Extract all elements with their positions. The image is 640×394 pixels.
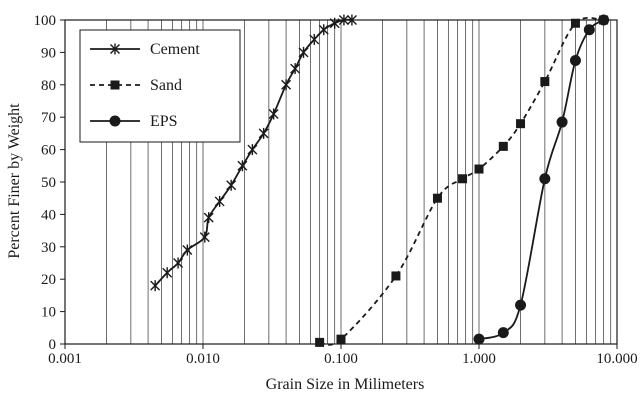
legend-label: Cement: [150, 41, 200, 58]
data-point-square: [432, 193, 442, 203]
legend-item-cement: Cement: [90, 41, 200, 58]
data-point-asterisk: [214, 195, 225, 207]
data-point-square: [391, 271, 401, 281]
data-point-circle: [583, 24, 595, 36]
data-point-asterisk: [203, 212, 214, 224]
series-layer: [150, 14, 610, 347]
data-point-circle: [556, 116, 568, 128]
x-tick-label: 0.010: [186, 351, 220, 367]
data-point-circle: [569, 55, 581, 66]
x-tick-label: 10.000: [596, 351, 637, 367]
data-point-square: [315, 337, 325, 347]
legend-item-sand: Sand: [90, 77, 182, 94]
series-eps: [473, 14, 610, 345]
data-point-asterisk: [182, 244, 193, 256]
y-tick-label: 20: [41, 272, 56, 288]
legend: Cement Sand EPS: [79, 29, 241, 143]
data-point-asterisk: [258, 127, 269, 139]
x-axis-title: Grain Size in Milimeters: [266, 376, 425, 393]
data-point-asterisk: [237, 160, 248, 172]
data-point-circle: [473, 333, 485, 345]
y-tick-label: 60: [41, 143, 56, 159]
data-point-asterisk: [110, 43, 120, 55]
legend-item-eps: EPS: [90, 113, 178, 130]
data-point-square: [540, 77, 550, 87]
data-point-circle: [539, 173, 551, 185]
y-axis-title: Percent Finer by Weight: [6, 103, 23, 259]
y-tick-label: 10: [41, 305, 56, 321]
data-point-square: [458, 174, 468, 184]
data-point-asterisk: [173, 257, 184, 269]
data-point-asterisk: [226, 179, 237, 191]
data-point-asterisk: [346, 14, 357, 26]
data-point-square: [570, 18, 580, 28]
series-cement: [150, 14, 357, 292]
data-point-square: [110, 80, 120, 90]
data-point-asterisk: [199, 231, 210, 243]
data-point-asterisk: [268, 108, 279, 120]
data-point-square: [498, 141, 508, 151]
y-tick-label: 0: [49, 337, 57, 353]
data-point-circle: [497, 327, 509, 339]
y-tick-label: 90: [41, 45, 56, 61]
series-sand: [315, 15, 609, 347]
data-point-asterisk: [298, 46, 309, 58]
data-point-asterisk: [281, 79, 292, 91]
data-point-circle: [109, 115, 121, 127]
data-point-square: [516, 119, 526, 129]
data-point-asterisk: [162, 267, 173, 279]
x-tick-label: 0.100: [324, 351, 358, 367]
data-point-circle: [598, 14, 610, 26]
legend-label: Sand: [150, 77, 182, 94]
x-tick-label: 1.000: [462, 351, 496, 367]
y-tick-label: 30: [41, 240, 56, 256]
data-point-asterisk: [150, 280, 161, 292]
axis-layer: 0 10 20 30 40 50 60 70 80 90 100 0.001 0.010 0.100 1.0…: [34, 13, 638, 367]
y-tick-label: 70: [41, 110, 56, 126]
data-point-asterisk: [338, 14, 349, 26]
data-point-square: [336, 334, 346, 344]
y-tick-label: 40: [41, 207, 56, 223]
y-tick-label: 100: [34, 13, 57, 29]
data-point-asterisk: [290, 63, 301, 75]
data-point-square: [474, 164, 484, 174]
y-tick-label: 80: [41, 78, 56, 94]
y-tick-label: 50: [41, 175, 56, 191]
data-point-circle: [515, 299, 527, 311]
data-point-asterisk: [318, 24, 329, 36]
legend-label: EPS: [150, 113, 178, 130]
data-point-asterisk: [329, 17, 340, 29]
x-tick-label: 0.001: [48, 351, 82, 367]
data-point-asterisk: [309, 33, 320, 45]
data-point-asterisk: [247, 144, 258, 156]
